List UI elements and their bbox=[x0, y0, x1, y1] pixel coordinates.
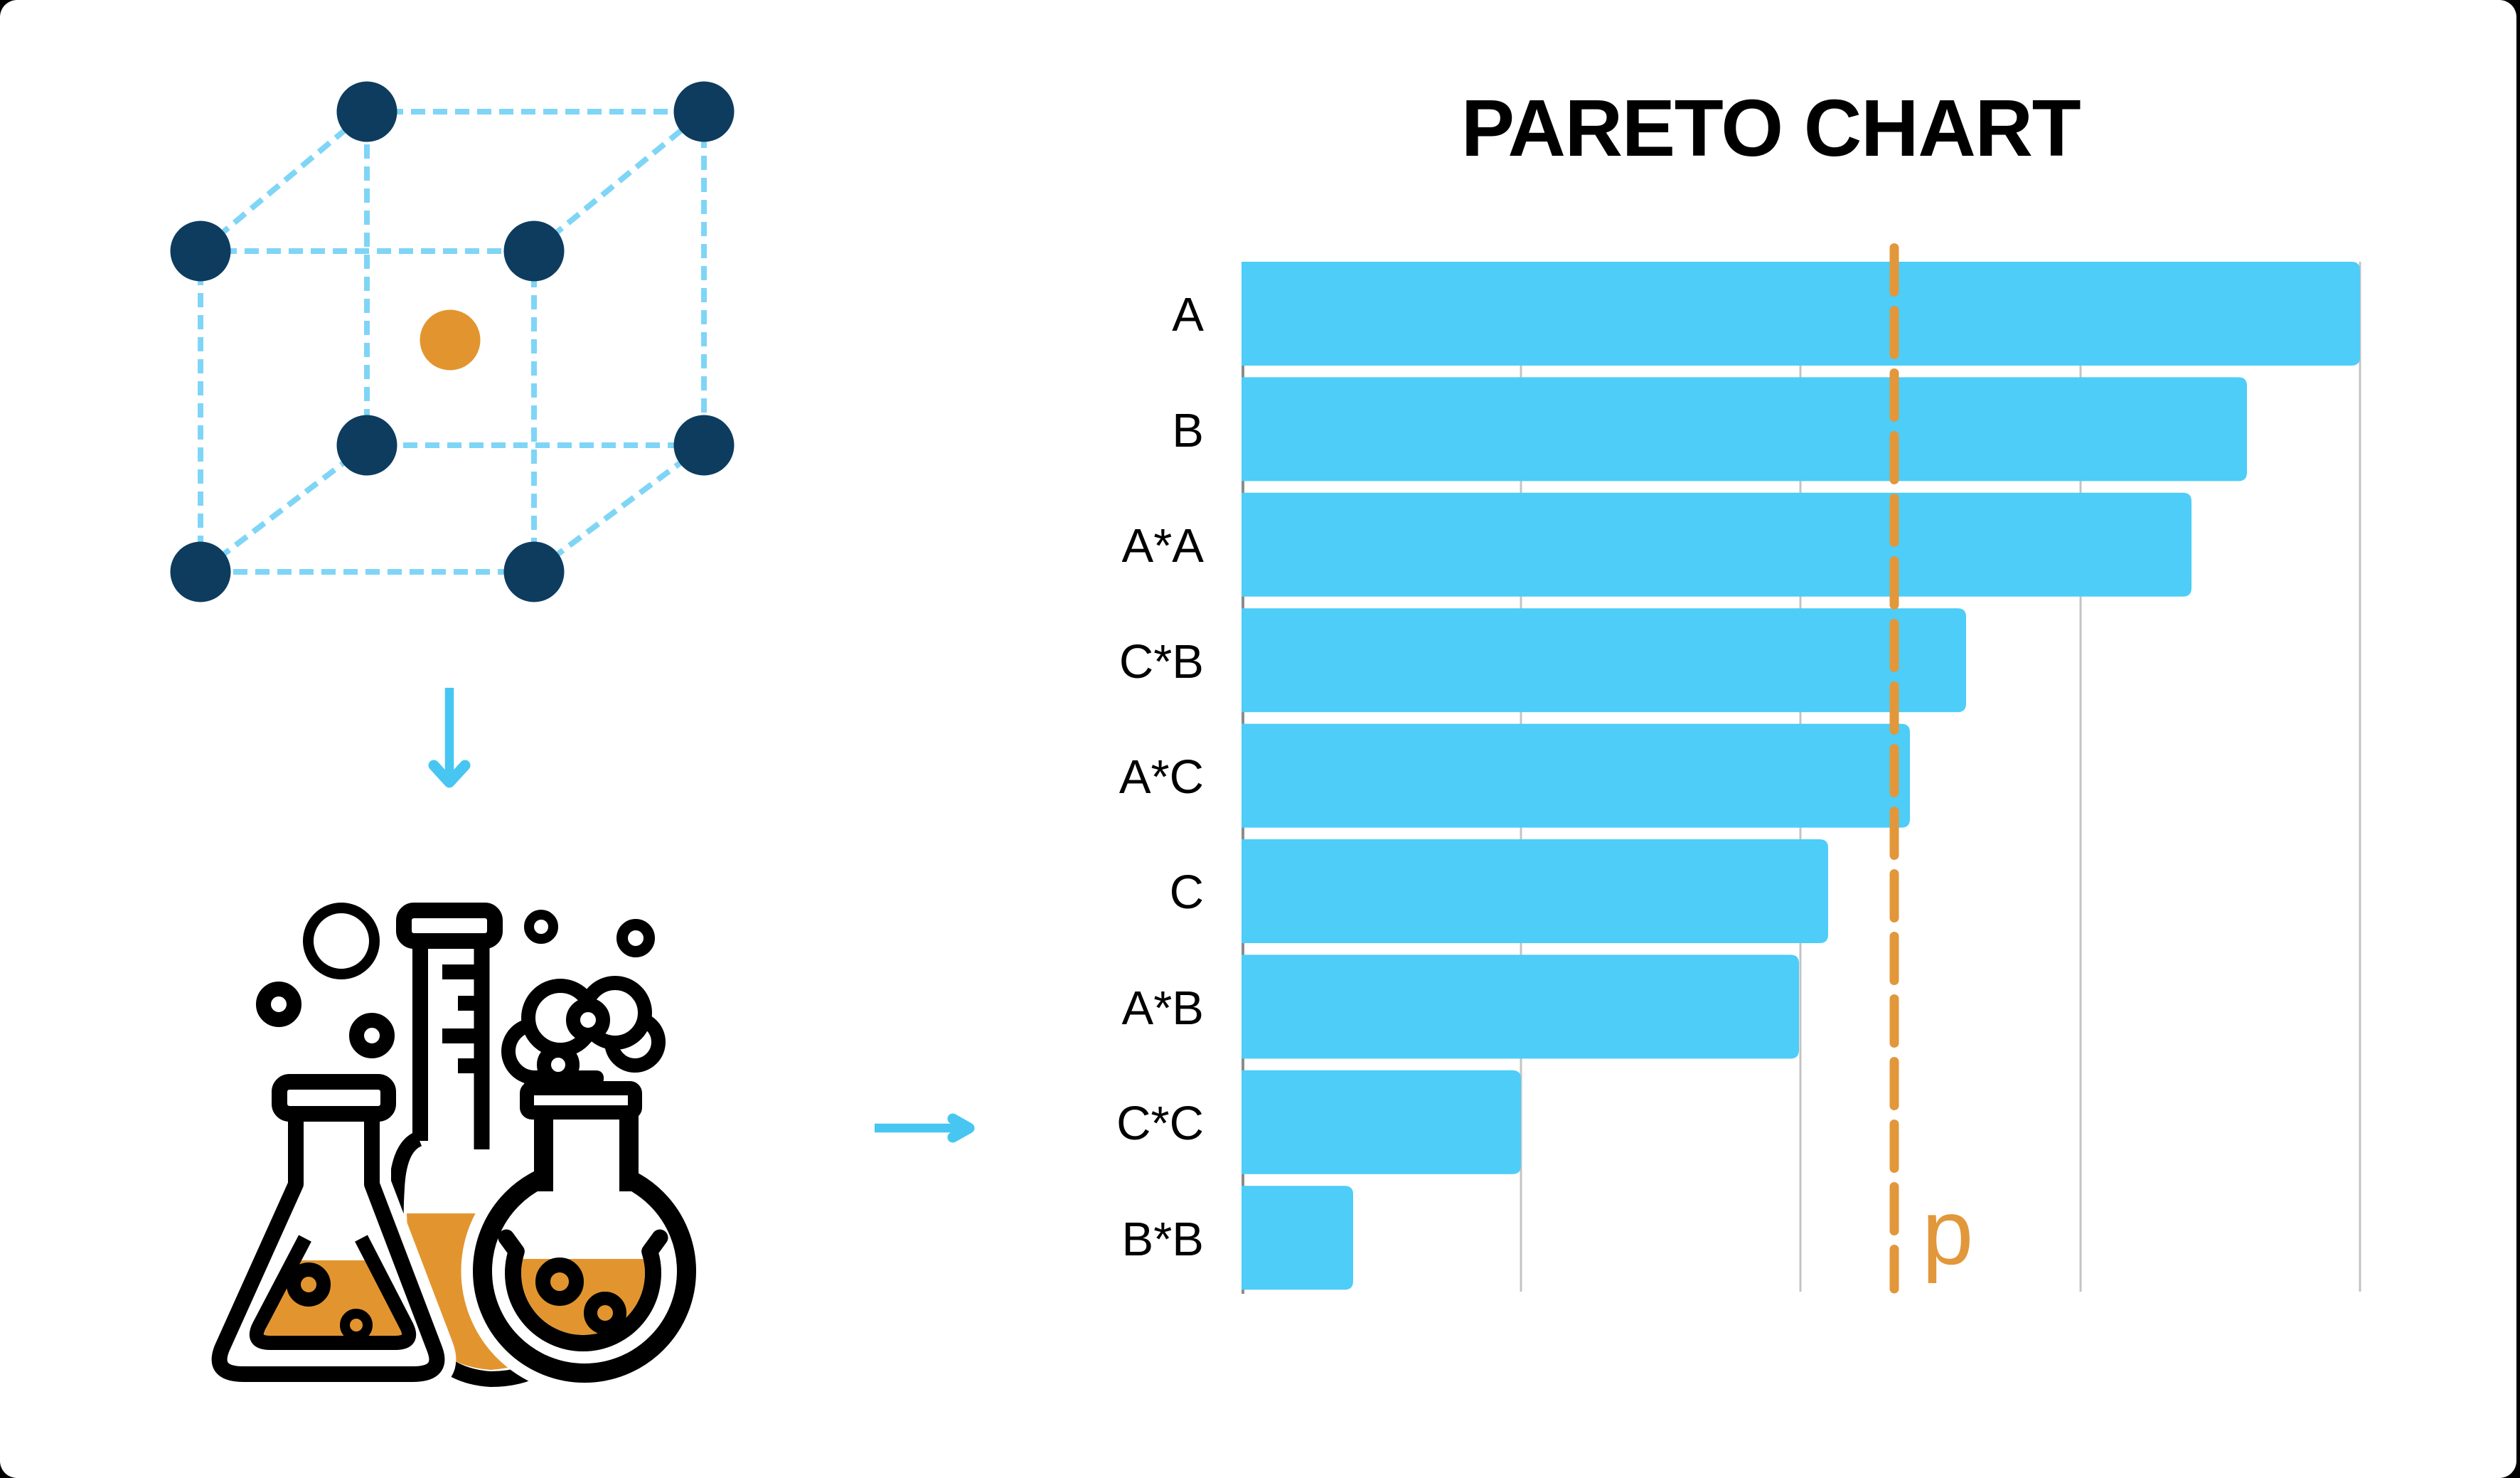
svg-text:A*B: A*B bbox=[1122, 982, 1204, 1035]
svg-text:C: C bbox=[1170, 866, 1204, 919]
svg-text:B: B bbox=[1172, 404, 1204, 457]
svg-text:A*C: A*C bbox=[1119, 750, 1204, 804]
svg-text:B*B: B*B bbox=[1122, 1213, 1204, 1266]
svg-text:PARETO CHART: PARETO CHART bbox=[1461, 83, 2081, 173]
svg-text:C*C: C*C bbox=[1116, 1097, 1204, 1150]
svg-text:A*A: A*A bbox=[1122, 519, 1205, 573]
svg-text:p: p bbox=[1922, 1180, 1973, 1284]
svg-text:A: A bbox=[1172, 288, 1204, 341]
svg-text:C*B: C*B bbox=[1119, 635, 1204, 689]
